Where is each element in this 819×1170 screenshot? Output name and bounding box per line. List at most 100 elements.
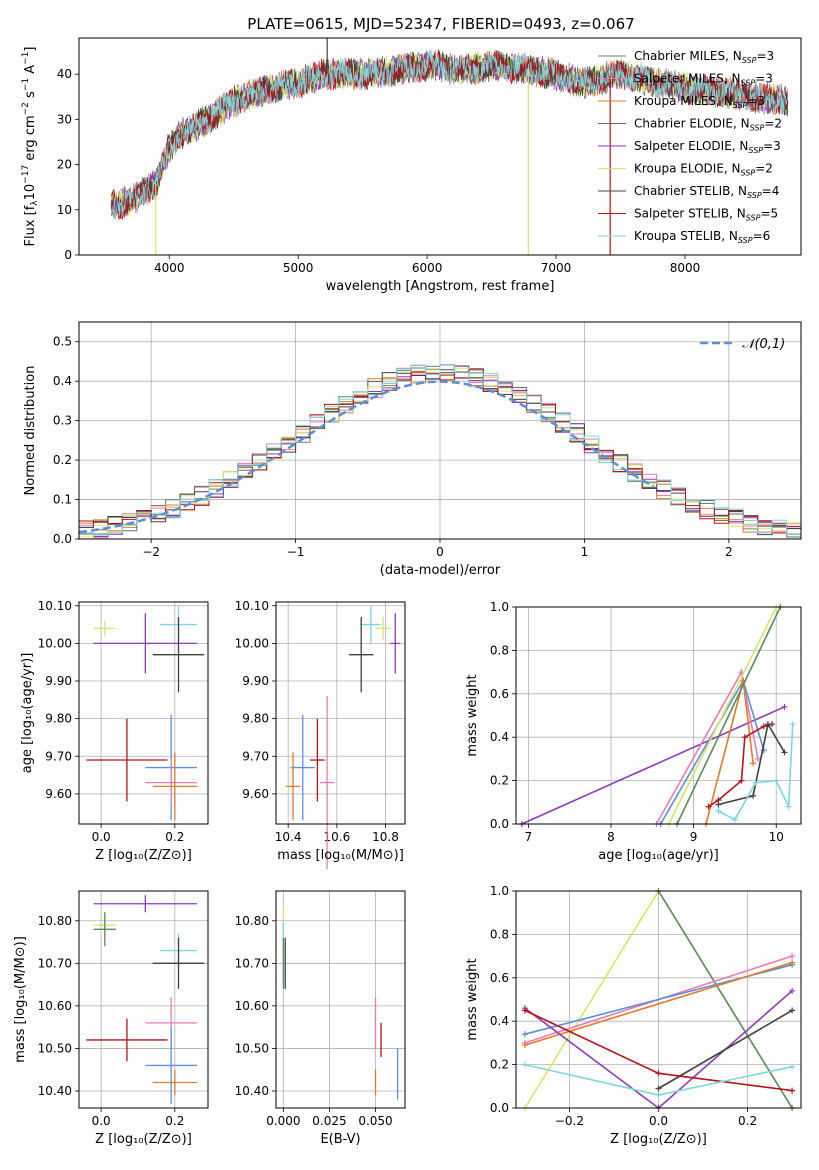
- series-marker: [773, 777, 780, 784]
- y-axis-label: mass [log₁₀(M/M⊙)]: [13, 936, 28, 1063]
- tick-label-x: 8: [607, 830, 615, 844]
- tick-label-x: 5000: [283, 261, 314, 275]
- legend-label: Kroupa MILES, NSSP=3: [634, 94, 765, 110]
- series-marker: [781, 703, 788, 710]
- tick-label-y: 20: [57, 158, 72, 172]
- panel-mass-vs-Z: 0.0 0.2 10.40 10.50 10.60 10.70 10.80 Z [log₁₀(…: [13, 890, 209, 1147]
- legend-label: Chabrier ELODIE, NSSP=2: [634, 117, 782, 133]
- residual-hist-8: [79, 364, 801, 536]
- spectrum-line-8: [110, 49, 789, 220]
- tick-label-y: 30: [57, 112, 72, 126]
- tick-label-y: 10.40: [38, 1084, 72, 1098]
- tick-label-y: 10.10: [235, 599, 269, 613]
- series-marker: [764, 721, 771, 728]
- gaussian-curve: [78, 380, 655, 534]
- tick-label-y: 9.70: [242, 749, 269, 763]
- tick-label-y: 0: [64, 248, 72, 262]
- y-axis-label: Flux [fλ10−17 erg cm−2 s−1 A−1]: [21, 47, 40, 247]
- tick-label-x: 4000: [154, 261, 185, 275]
- series-marker: [789, 953, 796, 960]
- tick-label-y: 10.40: [235, 1084, 269, 1098]
- panel-age-vs-mass: 10.4 10.6 10.8 9.60 9.70 9.80 9.90 10.00 10.10 ma…: [235, 599, 406, 870]
- y-axis-label: mass weight: [465, 674, 480, 756]
- series-marker: [731, 816, 738, 823]
- series-marker: [521, 1061, 528, 1068]
- axes-frame: [515, 890, 802, 1109]
- tick-label-y: 10.00: [235, 636, 269, 650]
- series-marker: [655, 1070, 662, 1077]
- tick-label-x: 6000: [412, 261, 443, 275]
- tick-label-y: 10.80: [235, 914, 269, 928]
- tick-label-x: 0: [436, 545, 444, 559]
- x-axis-label: mass [log₁₀(M/M⊙)]: [277, 848, 404, 863]
- tick-label-y: 9.90: [242, 674, 269, 688]
- series-marker: [789, 721, 796, 728]
- series-line-7: [718, 722, 786, 806]
- x-axis-label: age [log₁₀(age/yr)]: [598, 848, 719, 863]
- legend-label: Chabrier MILES, NSSP=3: [634, 49, 774, 65]
- tick-label-y: 0.6: [490, 687, 509, 701]
- tick-label-x: 10: [769, 830, 784, 844]
- panel-mass-vs-ebv: 0.000 0.025 0.050 10.40 10.50 10.60 10.70 10.80…: [235, 890, 406, 1147]
- series-marker: [715, 801, 722, 808]
- series-marker: [781, 749, 788, 756]
- tick-label-x: 0.2: [738, 1114, 757, 1128]
- tick-label-y: 10.80: [38, 914, 72, 928]
- series-marker: [655, 1091, 662, 1098]
- axes-frame: [78, 890, 209, 1109]
- tick-label-x: 0.0: [649, 1114, 668, 1128]
- y-axis-label: mass weight: [465, 958, 480, 1040]
- tick-label-x: 2: [725, 545, 733, 559]
- series-marker: [789, 987, 796, 994]
- tick-label-x: 0.2: [165, 1114, 184, 1128]
- tick-label-y: 10.70: [235, 956, 269, 970]
- tick-label-y: 0.4: [490, 730, 509, 744]
- tick-label-x: 8000: [670, 261, 701, 275]
- tick-label-x: 10.4: [275, 830, 302, 844]
- tick-label-x: 10.6: [323, 830, 350, 844]
- series-line-5: [676, 606, 782, 825]
- tick-label-y: 9.70: [45, 749, 72, 763]
- tick-label-y: 0.4: [490, 1014, 509, 1028]
- series-marker: [750, 760, 757, 767]
- panel-massweight-vs-age: 7 8 9 10 0.0 0.2 0.4 0.6 0.8 1.0 age [log₁₀(age/yr…: [465, 600, 802, 863]
- tick-label-x: −2: [142, 545, 160, 559]
- tick-label-y: 9.90: [45, 674, 72, 688]
- plots-layer: 4000 5000 6000 7000 8000010203040wavelength …: [13, 37, 802, 1147]
- x-axis-label: (data-model)/error: [380, 563, 501, 578]
- series-marker: [521, 1007, 528, 1014]
- tick-label-y: 0.6: [490, 971, 509, 985]
- figure-title: PLATE=0615, MJD=52347, FIBERID=0493, z=0…: [247, 15, 634, 33]
- spectrum-legend: Chabrier MILES, NSSP=3 Salpeter MILES, NS…: [598, 49, 782, 245]
- panel-residuals: −2 −1 0 1 2 0.0 0.1 0.2 0.3 0.4 0.5 (data-model)/er…: [23, 321, 802, 578]
- series-line-8: [718, 724, 794, 821]
- series-marker: [521, 1042, 528, 1049]
- axes-frame: [515, 606, 802, 825]
- series-marker: [715, 807, 722, 814]
- axes-frame: [275, 601, 406, 825]
- panel-spectrum: 4000 5000 6000 7000 8000 0 10 20 30 40 wavelength …: [21, 37, 802, 294]
- tick-label-y: 0.5: [53, 335, 72, 349]
- tick-label-x: 1: [581, 545, 589, 559]
- series-marker: [785, 803, 792, 810]
- tick-label-y: 40: [57, 67, 72, 81]
- tick-label-y: 0.2: [490, 774, 509, 788]
- legend-label: Kroupa STELIB, NSSP=6: [634, 229, 770, 245]
- tick-label-x: 10.8: [372, 830, 399, 844]
- series-marker: [789, 959, 796, 966]
- x-axis-label: Z [log₁₀(Z/Z⊙)]: [95, 1132, 192, 1147]
- series-marker: [655, 1085, 662, 1092]
- y-axis-label: age [log₁₀(age/yr)]: [20, 653, 35, 774]
- axes-frame: [78, 601, 209, 825]
- x-axis-label: E(B-V): [320, 1132, 360, 1147]
- tick-label-x: 0.025: [312, 1114, 346, 1128]
- tick-label-x: 0.0: [92, 830, 111, 844]
- legend-label: Salpeter ELODIE, NSSP=3: [634, 139, 781, 155]
- tick-label-y: 9.80: [45, 712, 72, 726]
- series-marker: [705, 803, 712, 810]
- series-line-0: [521, 706, 785, 825]
- tick-label-y: 10.00: [38, 636, 72, 650]
- tick-label-x: −0.2: [555, 1114, 584, 1128]
- series-marker: [789, 1007, 796, 1014]
